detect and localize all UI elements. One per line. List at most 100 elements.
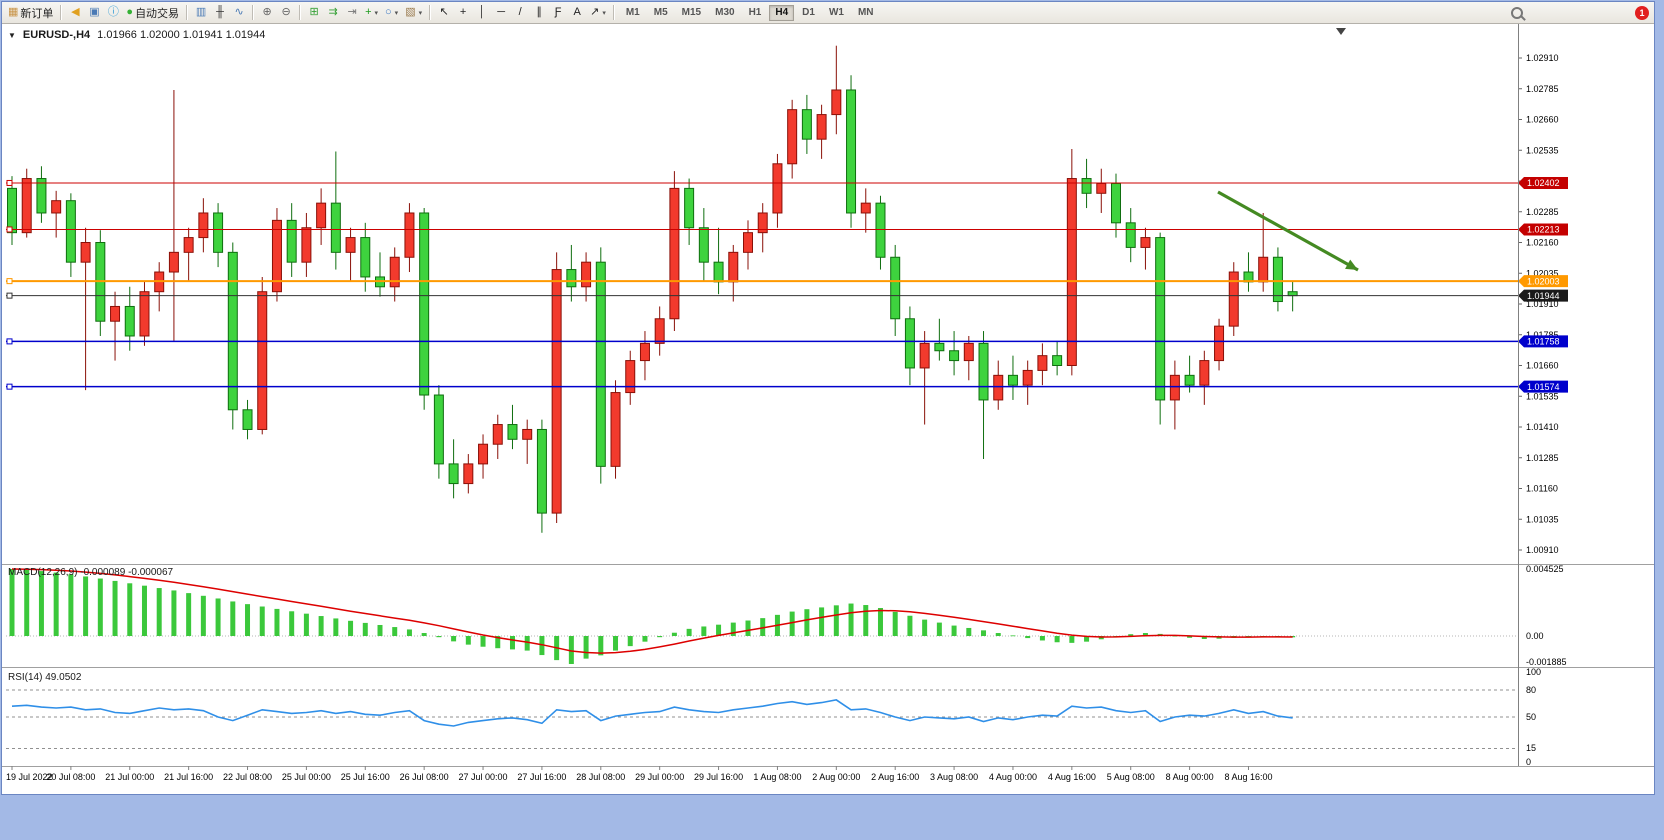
timeframe-button-H1[interactable]: H1 [743,5,768,21]
svg-text:80: 80 [1526,685,1536,695]
timeframe-button-M5[interactable]: M5 [648,5,674,21]
periods-button[interactable]: ○ ▾ [382,4,401,22]
svg-text:1.01574: 1.01574 [1527,382,1560,392]
candlestick-chart-button[interactable]: ╫ [211,4,229,22]
svg-text:26 Jul 08:00: 26 Jul 08:00 [400,772,449,782]
svg-text:0.004525: 0.004525 [1526,564,1564,574]
text-button[interactable]: A [568,4,586,22]
market-watch-button[interactable]: ▣ [85,4,103,22]
price-level-badge [1518,335,1568,348]
zoom-out-icon: ⊖ [281,6,291,18]
svg-text:1.01944: 1.01944 [1527,291,1560,301]
horizontal-line-button[interactable]: ─ [492,4,510,22]
timeframe-button-M30[interactable]: M30 [709,5,740,21]
toolbar-spacer [1531,12,1635,13]
cursor-icon: ↖ [439,6,449,18]
svg-text:21 Jul 16:00: 21 Jul 16:00 [164,772,213,782]
crosshair-button[interactable]: + [454,4,472,22]
svg-text:20 Jul 08:00: 20 Jul 08:00 [46,772,95,782]
auto-trading-label: 自动交易 [135,7,180,20]
rsi-pane: 100 80 50 15 0 [6,667,1541,767]
trendline-button[interactable]: / [511,4,529,22]
notification-badge[interactable]: 1 [1635,5,1649,20]
svg-text:25 Jul 16:00: 25 Jul 16:00 [341,772,390,782]
arrows-button[interactable]: ↗ ▾ [587,4,609,22]
scroll-end-marker[interactable] [1336,28,1346,35]
timeframe-button-D1[interactable]: D1 [796,5,821,21]
search-button[interactable] [1507,3,1531,23]
line-chart-button[interactable]: ∿ [230,4,248,22]
svg-text:8 Aug 00:00: 8 Aug 00:00 [1166,772,1214,782]
vertical-line-icon: │ [478,6,486,18]
chevron-down-icon: ▾ [602,9,606,17]
market-watch-icon: ▣ [89,6,100,18]
rsi-line [11,699,1293,727]
svg-text:50: 50 [1526,712,1536,722]
timeframe-button-MN[interactable]: MN [852,5,880,21]
toolbar-separator [186,5,189,20]
svg-text:1.02910: 1.02910 [1526,53,1559,63]
tile-windows-icon: ⊞ [309,6,319,18]
trendline-icon: / [518,6,522,18]
svg-text:3 Aug 08:00: 3 Aug 08:00 [930,772,978,782]
svg-text:1.02213: 1.02213 [1527,225,1560,235]
timeframe-button-W1[interactable]: W1 [823,5,850,21]
svg-text:4 Aug 16:00: 4 Aug 16:00 [1048,772,1096,782]
zoom-in-button[interactable]: ⊕ [258,4,276,22]
svg-text:1.02160: 1.02160 [1526,238,1559,248]
info-button[interactable]: ⓘ [104,4,122,22]
templates-icon: ▧ [405,6,416,18]
svg-text:1 Aug 08:00: 1 Aug 08:00 [753,772,801,782]
price-level-badge [1518,380,1568,393]
support-line-2[interactable]: 1.01574 [6,380,1568,393]
auto-scroll-icon: ⇉ [328,6,338,18]
svg-text:1.02535: 1.02535 [1526,145,1559,155]
svg-text:27 Jul 16:00: 27 Jul 16:00 [517,772,566,782]
svg-text:2 Aug 16:00: 2 Aug 16:00 [871,772,919,782]
support-line-1[interactable]: 1.01758 [6,335,1568,348]
toolbar-separator [299,5,302,20]
auto-scroll-button[interactable]: ⇉ [324,4,342,22]
svg-text:15: 15 [1526,743,1536,753]
svg-text:0: 0 [1526,757,1531,767]
svg-text:1.01285: 1.01285 [1526,453,1559,463]
bid-price-line[interactable]: 1.01944 [6,289,1568,302]
channel-button[interactable]: ∥ [530,4,548,22]
timeframe-button-H4[interactable]: H4 [769,4,795,21]
pivot-line[interactable]: 1.02003 [6,275,1568,288]
vertical-line-button[interactable]: │ [473,4,491,22]
info-icon: ⓘ [107,6,119,18]
toolbar-separator [612,5,615,20]
chart-shift-button[interactable]: ⇥ [343,4,361,22]
chart-collapse-icon[interactable]: ▼ [8,30,16,40]
indicators-button[interactable]: + ▾ [362,4,381,22]
auto-trading-button[interactable]: ● 自动交易 [123,4,182,22]
cursor-button[interactable]: ↖ [435,4,453,22]
line-chart-icon: ∿ [234,6,244,18]
bar-chart-button[interactable]: ▥ [192,4,210,22]
new-order-icon: ▦ [8,6,19,18]
timeframe-button-M15[interactable]: M15 [676,5,707,21]
resistance-line-1[interactable]: 1.02402 [6,176,1568,189]
resistance-line-2[interactable]: 1.02213 [6,223,1568,236]
timeframe-button-M1[interactable]: M1 [620,5,646,21]
trend-arrow-annotation[interactable] [1217,190,1359,272]
new-order-button[interactable]: ▦ 新订单 [5,4,56,22]
templates-button[interactable]: ▧ ▾ [402,4,425,22]
svg-text:25 Jul 00:00: 25 Jul 00:00 [282,772,331,782]
svg-text:29 Jul 16:00: 29 Jul 16:00 [694,772,743,782]
signals-horn-button[interactable]: ◀ [66,4,84,22]
tile-windows-button[interactable]: ⊞ [305,4,323,22]
svg-text:1.01660: 1.01660 [1526,361,1559,371]
svg-text:1.00910: 1.00910 [1526,545,1559,555]
chart-shift-icon: ⇥ [347,6,357,18]
price-axis[interactable]: 1.029101.027851.026601.025351.024101.022… [1518,53,1559,555]
fibonacci-button[interactable]: Ƒ [549,4,567,22]
zoom-out-button[interactable]: ⊖ [277,4,295,22]
new-order-label: 新订单 [20,7,54,20]
price-chart-canvas[interactable]: 1.029101.027851.026601.025351.024101.022… [2,24,1654,794]
svg-text:1.01785: 1.01785 [1526,330,1559,340]
chevron-down-icon: ▾ [374,9,379,17]
